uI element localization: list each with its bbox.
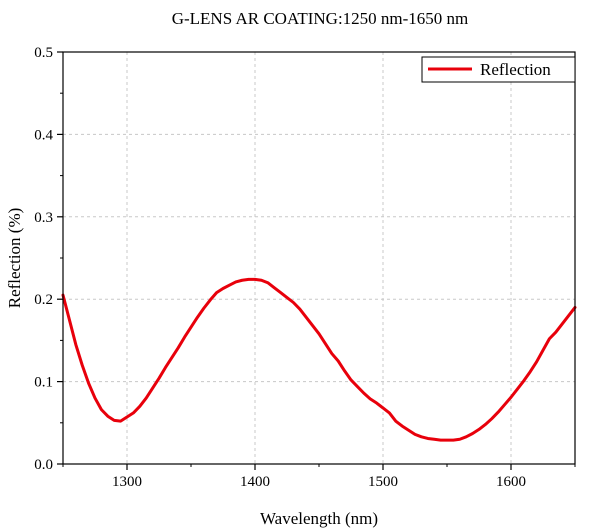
tick-labels: 1300 1400 1500 1600 0.0 0.1 0.2 0.3 0.4 0.5 bbox=[34, 45, 526, 490]
x-tick-label: 1500 bbox=[368, 474, 398, 490]
y-axis-label: Reflection (%) bbox=[5, 208, 24, 309]
y-tick-label: 0.3 bbox=[34, 210, 53, 226]
y-tick-label: 0.5 bbox=[34, 45, 53, 61]
y-tick-label: 0.2 bbox=[34, 292, 53, 308]
axis-ticks bbox=[57, 51, 576, 470]
grid-lines bbox=[63, 52, 575, 464]
plot-frame bbox=[62, 51, 576, 465]
chart-title: G-LENS AR COATING:1250 nm-1650 nm bbox=[172, 9, 469, 28]
y-tick-label: 0.1 bbox=[34, 375, 53, 391]
x-tick-label: 1400 bbox=[240, 474, 270, 490]
legend: Reflection bbox=[421, 56, 576, 83]
x-tick-label: 1600 bbox=[496, 474, 526, 490]
y-tick-label: 0.4 bbox=[34, 127, 53, 143]
series-group bbox=[61, 277, 577, 442]
legend-label: Reflection bbox=[480, 60, 551, 79]
y-tick-label: 0.0 bbox=[34, 457, 53, 473]
x-axis-label: Wavelength (nm) bbox=[260, 509, 378, 528]
series-line-reflection bbox=[61, 277, 577, 442]
x-tick-label: 1300 bbox=[112, 474, 142, 490]
